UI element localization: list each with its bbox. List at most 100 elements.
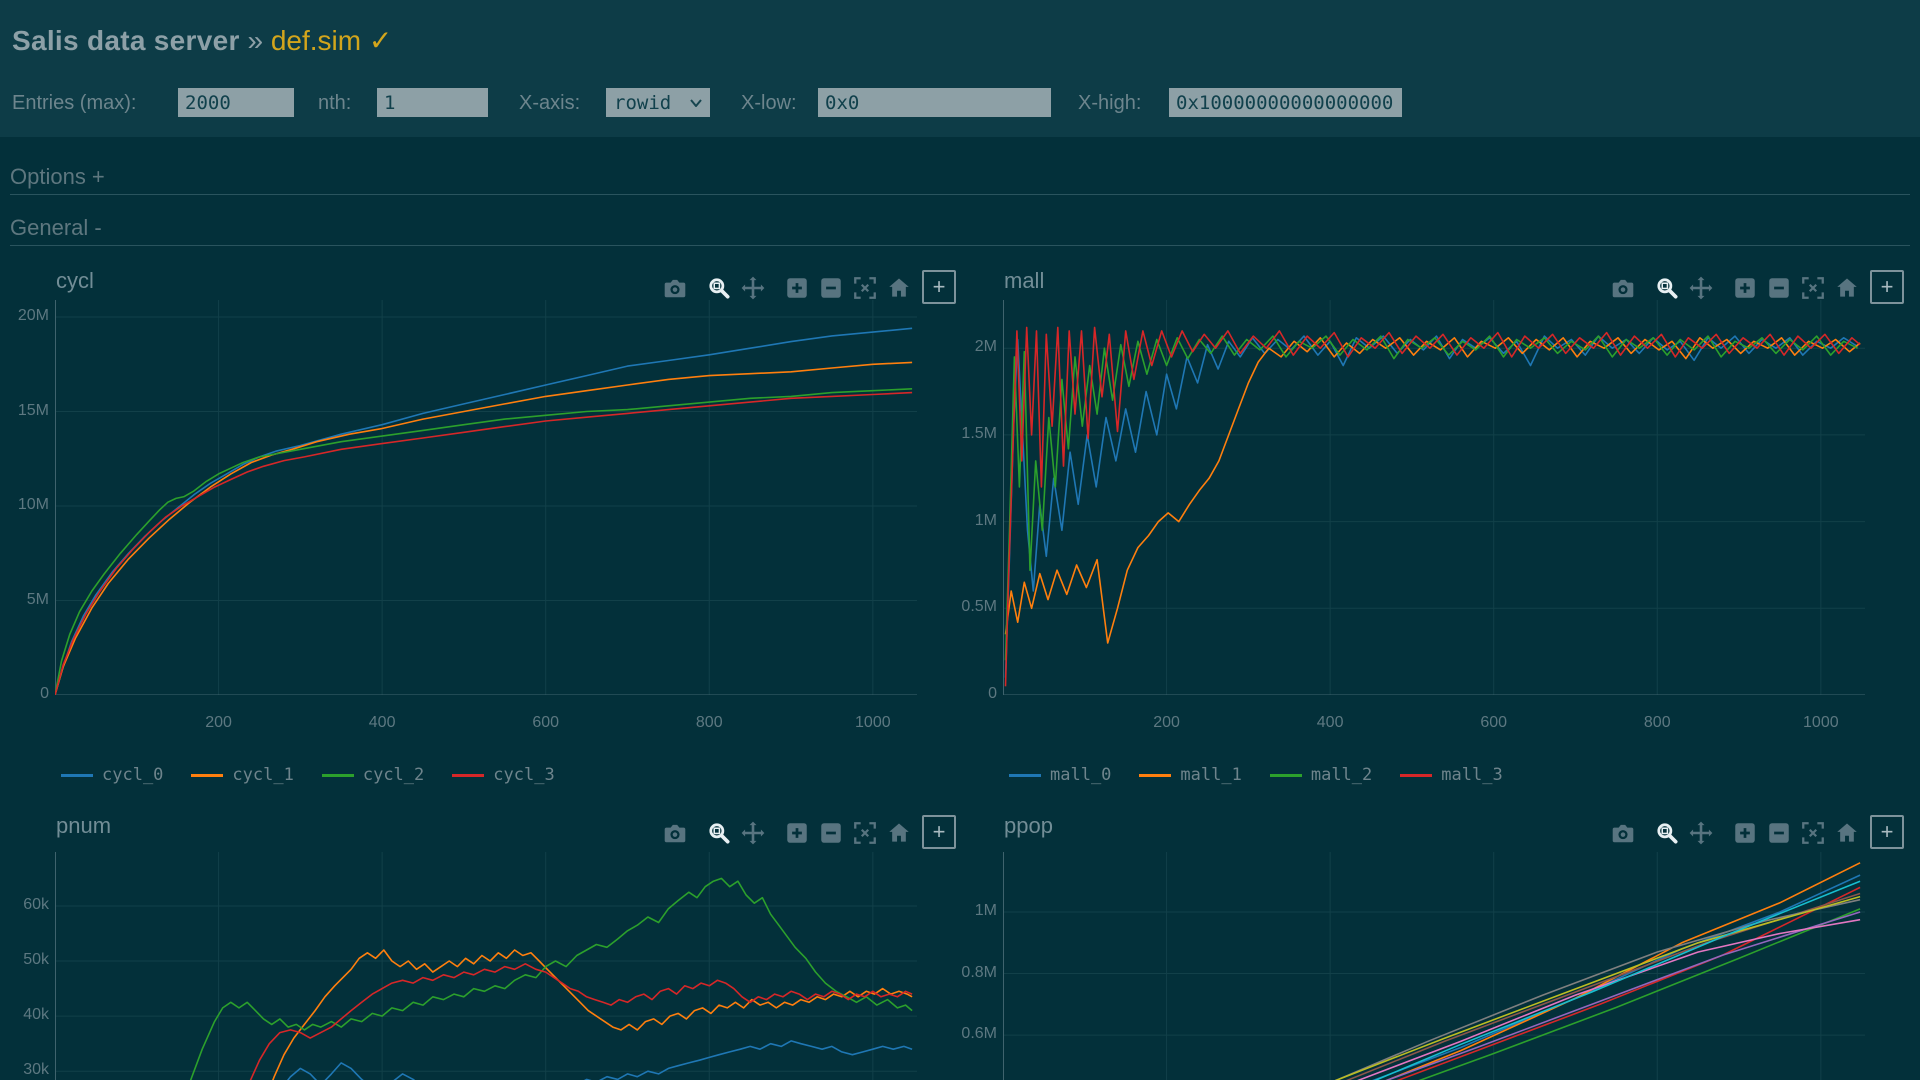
y-tick-label: 0	[40, 685, 49, 702]
legend-swatch	[61, 773, 93, 777]
y-tick-label: 1M	[974, 511, 997, 529]
x-tick-label: 400	[1316, 714, 1344, 731]
legend-swatch	[191, 773, 224, 777]
plot-area-pnum[interactable]	[55, 852, 917, 1080]
plot-area-mall[interactable]	[1003, 300, 1865, 695]
x-axis-select-value: rowid	[614, 91, 672, 114]
autoscale-icon[interactable]	[852, 275, 878, 301]
zoom-out-icon[interactable]	[1766, 820, 1792, 846]
camera-icon[interactable]	[1610, 275, 1636, 301]
pan-icon[interactable]	[1688, 275, 1714, 301]
add-plot-button[interactable]: +	[922, 815, 956, 849]
app-title: Salis data server	[12, 25, 240, 56]
legend-label: mall_2	[1310, 765, 1373, 785]
zoom-in-icon[interactable]	[1732, 275, 1758, 301]
legend-item[interactable]: cycl_1	[191, 765, 294, 785]
series-pnum_3	[249, 963, 913, 1080]
y-tick-label: 0.5M	[961, 598, 997, 616]
add-plot-button[interactable]: +	[1870, 270, 1904, 304]
y-tick-label: 1M	[974, 902, 997, 919]
modebar-mall	[1602, 274, 1860, 302]
legend-item[interactable]: mall_2	[1269, 765, 1373, 785]
y-tick-label: 60k	[23, 895, 49, 913]
plot-area-cycl[interactable]	[55, 300, 917, 695]
x-axis-select[interactable]: rowid	[606, 88, 710, 117]
legend-item[interactable]: mall_3	[1400, 765, 1503, 785]
series-cycl_2	[55, 388, 913, 695]
series-ppop_6	[1357, 918, 1861, 1080]
autoscale-icon[interactable]	[1800, 820, 1826, 846]
y-tick-label: 50k	[23, 951, 49, 969]
zoom-in-icon[interactable]	[784, 820, 810, 846]
camera-icon[interactable]	[662, 275, 688, 301]
entries-label: Entries (max):	[12, 92, 137, 114]
nth-input[interactable]	[377, 88, 488, 117]
zoom-icon[interactable]	[1654, 275, 1680, 301]
x-tick-label: 1000	[1803, 714, 1839, 731]
modebar-pnum	[654, 819, 912, 847]
reset-axes-icon[interactable]	[886, 275, 912, 301]
reset-axes-icon[interactable]	[1834, 275, 1860, 301]
dataset-name[interactable]: def.sim	[270, 25, 362, 56]
legend-item[interactable]: cycl_0	[61, 765, 163, 785]
x-low-label: X-low:	[741, 92, 797, 114]
legend-label: mall_1	[1180, 765, 1242, 785]
x-low-input[interactable]	[818, 88, 1051, 117]
autoscale-icon[interactable]	[852, 820, 878, 846]
legend-item[interactable]: mall_1	[1139, 765, 1242, 785]
legend-cycl: cycl_0 cycl_1 cycl_2 cycl_3	[61, 763, 555, 787]
series-pnum_0	[286, 1040, 913, 1080]
series-mall_3	[1004, 326, 1861, 687]
zoom-out-icon[interactable]	[1766, 275, 1792, 301]
y-tick-label: 1.5M	[961, 424, 997, 442]
pan-icon[interactable]	[1688, 820, 1714, 846]
legend-item[interactable]: cycl_3	[452, 765, 555, 785]
status-check-icon: ✓	[368, 25, 393, 56]
plot-area-ppop[interactable]	[1003, 852, 1865, 1080]
series-ppop_2	[1418, 908, 1861, 1080]
zoom-in-icon[interactable]	[1732, 820, 1758, 846]
section-general[interactable]: General -	[10, 215, 102, 240]
add-plot-button[interactable]: +	[1870, 815, 1904, 849]
y-tick-label: 40k	[23, 1006, 49, 1024]
x-tick-label: 800	[695, 714, 723, 731]
zoom-icon[interactable]	[1654, 820, 1680, 846]
zoom-in-icon[interactable]	[784, 275, 810, 301]
series-cycl_3	[55, 391, 913, 695]
zoom-icon[interactable]	[706, 820, 732, 846]
legend-label: cycl_3	[493, 765, 555, 785]
legend-swatch	[321, 773, 354, 777]
autoscale-icon[interactable]	[1800, 275, 1826, 301]
x-high-label: X-high:	[1078, 92, 1142, 114]
section-options[interactable]: Options +	[10, 164, 105, 189]
entries-input[interactable]	[178, 88, 294, 117]
series-cycl_1	[55, 361, 913, 695]
camera-icon[interactable]	[1610, 820, 1636, 846]
y-tick-label: 0.8M	[961, 963, 997, 981]
x-high-input[interactable]	[1169, 88, 1402, 117]
legend-item[interactable]: mall_0	[1009, 765, 1111, 785]
series-cycl_0	[55, 327, 913, 695]
zoom-out-icon[interactable]	[818, 820, 844, 846]
reset-axes-icon[interactable]	[1834, 820, 1860, 846]
legend-label: cycl_2	[362, 765, 425, 785]
pan-icon[interactable]	[740, 820, 766, 846]
y-tick-label: 0.6M	[961, 1025, 997, 1043]
x-tick-label: 200	[205, 714, 232, 731]
chart-title-cycl: cycl	[56, 268, 94, 293]
legend-item[interactable]: cycl_2	[321, 765, 425, 785]
legend-swatch	[1269, 773, 1302, 777]
legend-mall: mall_0 mall_1 mall_2 mall_3	[1009, 763, 1503, 787]
series-mall_0	[1004, 335, 1859, 678]
pan-icon[interactable]	[740, 275, 766, 301]
add-plot-button[interactable]: +	[922, 270, 956, 304]
camera-icon[interactable]	[662, 820, 688, 846]
x-tick-label: 600	[532, 714, 560, 731]
series-ppop_7	[1334, 898, 1861, 1080]
reset-axes-icon[interactable]	[886, 820, 912, 846]
y-tick-label: 20M	[17, 307, 49, 324]
legend-label: mall_0	[1050, 765, 1112, 785]
zoom-out-icon[interactable]	[818, 275, 844, 301]
zoom-icon[interactable]	[706, 275, 732, 301]
series-ppop_0	[1371, 874, 1861, 1080]
